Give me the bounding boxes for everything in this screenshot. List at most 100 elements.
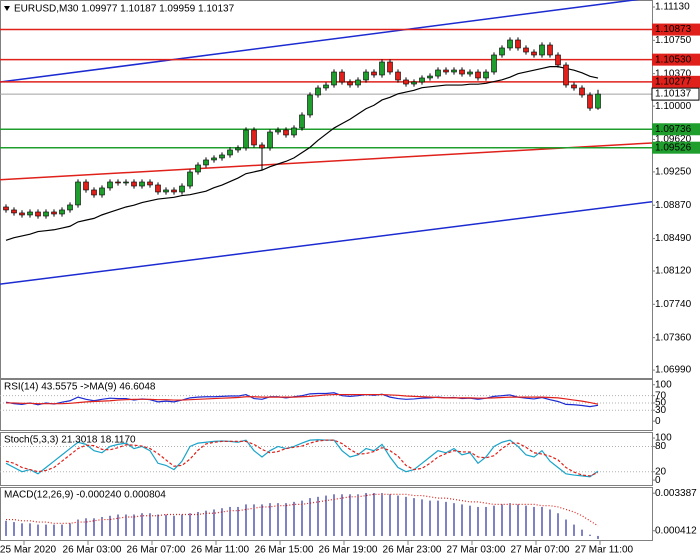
candle-body <box>195 164 201 173</box>
x-tick-label: 26 Mar 07:00 <box>127 545 186 556</box>
candle-body <box>347 81 353 86</box>
y-tick-label: 80 <box>655 441 667 452</box>
level-label: 1.09526 <box>655 142 692 153</box>
candle-body <box>163 189 169 193</box>
candle-body <box>475 71 481 79</box>
level-label-box <box>652 141 700 154</box>
y-tick-label: 0 <box>655 475 661 486</box>
y-tick-label: 70 <box>655 390 667 401</box>
trendline <box>0 0 640 83</box>
panel-title: EURUSD,M30 1.09977 1.10187 1.09959 1.101… <box>14 4 235 15</box>
candle-body <box>123 181 129 184</box>
candle-body <box>499 47 505 56</box>
candle-body <box>579 87 585 96</box>
candle-body <box>315 87 321 96</box>
candle-body <box>227 149 233 156</box>
candle-body <box>99 187 105 196</box>
candle-body <box>259 144 265 149</box>
candle-body <box>387 61 393 73</box>
indicator-line <box>5 439 599 478</box>
candle-body <box>91 189 97 196</box>
last-price-label: 1.10137 <box>655 89 692 100</box>
indicator-line <box>6 393 599 405</box>
y-tick-label: 1.07360 <box>655 332 692 343</box>
candle-body <box>467 71 473 75</box>
candle-body <box>451 69 457 73</box>
y-tick-label: 1.09250 <box>655 167 692 178</box>
candle-body <box>179 185 185 193</box>
rsi-panel-frame <box>0 379 653 431</box>
trendline <box>0 142 652 181</box>
candle-body <box>75 181 81 206</box>
candle-body <box>363 71 369 81</box>
candle-body <box>459 69 465 75</box>
last-price-box <box>651 87 700 101</box>
candle-body <box>27 211 33 216</box>
indicator-line <box>5 392 599 408</box>
y-tick-label: 1.08120 <box>655 266 692 277</box>
plot-area <box>0 0 652 285</box>
frames <box>0 0 653 541</box>
panel: 0.003387 0.000412 MACD(12,26,9) -0.000240 … <box>4 488 697 539</box>
indicator-line <box>5 439 599 477</box>
candle-body <box>555 54 561 66</box>
symbol-icon <box>4 6 10 11</box>
candle-body <box>331 71 337 86</box>
x-tick-label: 26 Mar 11:00 <box>191 545 250 556</box>
candle-body <box>171 189 177 193</box>
candle-body <box>419 77 425 83</box>
candle-body <box>547 44 553 56</box>
candle-body <box>139 181 145 187</box>
trendline <box>0 200 652 285</box>
y-tick-label: 100 <box>655 433 672 444</box>
level-label: 1.10873 <box>655 24 692 35</box>
level-label-box <box>652 53 700 66</box>
indicator-line <box>6 493 599 527</box>
candle-body <box>339 71 345 83</box>
x-tick-label: 27 Mar 03:00 <box>447 545 506 556</box>
y-tick-label: 1.08870 <box>655 200 692 211</box>
candle-body <box>379 61 385 76</box>
candle-body <box>587 94 593 109</box>
candle-body <box>355 79 361 86</box>
candle-body <box>563 64 569 86</box>
candle-body <box>483 71 489 79</box>
y-tick-label: 1.06990 <box>655 365 692 376</box>
candle-body <box>43 211 49 217</box>
candle-body <box>491 54 497 73</box>
candle-body <box>67 204 73 211</box>
level-label: 1.10277 <box>655 76 692 87</box>
candle-body <box>283 129 289 136</box>
y-tick-label: 1.11130 <box>655 2 690 13</box>
candle-body <box>107 181 113 189</box>
x-tick-label: 27 Mar 11:00 <box>575 545 634 556</box>
panel-title: MACD(12,26,9) -0.000240 0.000804 <box>4 490 166 501</box>
x-tick-label: 26 Mar 19:00 <box>319 545 378 556</box>
panel-title: Stoch(5,3,3) 21.3018 18.1170 <box>4 435 136 446</box>
y-tick-label: 1.08490 <box>655 233 692 244</box>
candle-body <box>323 84 329 89</box>
x-tick-label: 26 Mar 03:00 <box>63 545 122 556</box>
candle-body <box>411 81 417 85</box>
candle-body <box>395 71 401 81</box>
y-tick-label: 1.10000 <box>655 101 692 112</box>
level-label: 1.09736 <box>655 124 692 135</box>
candle-body <box>219 154 225 159</box>
candle-body <box>531 51 537 56</box>
y-tick-label: 1.07740 <box>655 299 692 310</box>
candle-body <box>507 39 513 49</box>
candle-body <box>571 84 577 89</box>
candle-body <box>155 184 161 193</box>
y-tick-label: 0.000412 <box>655 525 697 536</box>
candle-body <box>291 127 297 136</box>
candle-body <box>403 79 409 85</box>
level-label-box <box>652 123 700 136</box>
candle-body <box>211 157 217 161</box>
candle-body <box>19 212 25 216</box>
macd-panel-frame <box>0 487 653 541</box>
y-tick-label: 100 <box>655 379 672 390</box>
candle-body <box>371 71 377 76</box>
candle-body <box>251 129 257 146</box>
